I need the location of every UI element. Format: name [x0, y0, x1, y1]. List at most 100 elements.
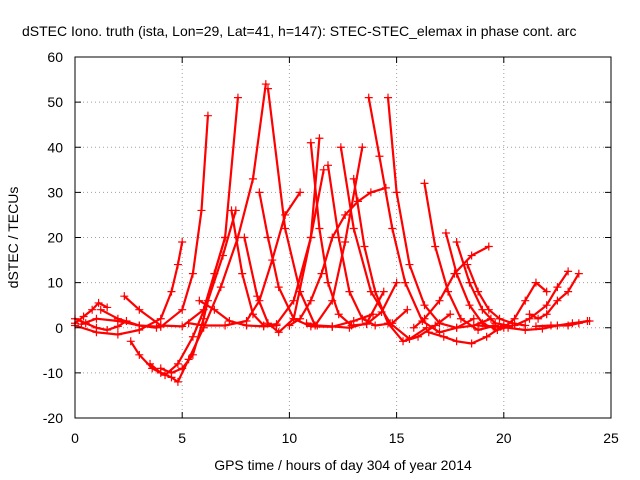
data-point	[439, 332, 448, 341]
axis-ticks	[74, 56, 612, 419]
data-point	[197, 206, 206, 215]
data-point	[531, 322, 540, 331]
series-22	[384, 93, 495, 332]
data-series	[71, 80, 594, 386]
data-point	[221, 321, 230, 330]
data-point	[296, 314, 305, 323]
series-line	[99, 114, 209, 328]
data-point	[221, 233, 230, 242]
data-point	[92, 314, 101, 323]
data-point	[521, 296, 530, 305]
data-point	[499, 323, 508, 332]
data-point	[465, 278, 474, 287]
data-point	[178, 364, 187, 373]
data-point	[431, 242, 440, 251]
data-point	[474, 287, 483, 296]
data-point	[384, 319, 393, 328]
x-axis-label: GPS time / hours of day 304 of year 2014	[214, 457, 472, 473]
x-tick-label: 15	[389, 430, 405, 446]
series-17	[306, 138, 401, 330]
data-point	[384, 93, 393, 102]
data-point	[135, 350, 144, 359]
data-point	[135, 321, 144, 330]
series-6	[126, 206, 240, 380]
data-point	[399, 337, 408, 346]
data-point	[120, 292, 129, 301]
data-point	[306, 296, 315, 305]
data-point	[210, 269, 219, 278]
data-point	[564, 267, 573, 276]
series-line	[258, 191, 375, 328]
data-point	[272, 320, 281, 329]
data-point	[465, 301, 474, 310]
series-31	[510, 267, 573, 330]
data-point	[199, 314, 208, 323]
data-point	[484, 242, 493, 251]
series-line	[427, 324, 505, 345]
data-point	[167, 287, 176, 296]
chart-title: dSTEC Iono. truth (ista, Lon=29, Lat=41,…	[22, 23, 576, 39]
data-point	[92, 328, 101, 337]
data-point	[484, 305, 493, 314]
data-point	[510, 321, 519, 330]
x-tick-label: 0	[71, 430, 79, 446]
data-point	[178, 238, 187, 247]
data-point	[574, 269, 583, 278]
data-point	[531, 278, 540, 287]
data-point	[392, 278, 401, 287]
data-point	[463, 260, 472, 269]
data-point	[542, 310, 551, 319]
series-11	[227, 165, 328, 330]
data-point	[173, 260, 182, 269]
data-point	[188, 269, 197, 278]
series-5	[120, 93, 242, 331]
data-point	[103, 303, 112, 312]
data-point	[371, 287, 380, 296]
data-point	[263, 84, 272, 93]
data-point	[525, 310, 534, 319]
data-point	[334, 310, 343, 319]
series-line	[309, 141, 398, 327]
data-point	[420, 314, 429, 323]
data-point	[156, 321, 165, 330]
data-point	[534, 314, 543, 323]
data-point	[336, 143, 345, 152]
y-tick-label: 40	[47, 139, 63, 155]
data-point	[446, 310, 455, 319]
series-25	[441, 228, 517, 335]
series-line	[444, 231, 514, 332]
data-point	[156, 314, 165, 323]
data-point	[263, 233, 272, 242]
data-point	[263, 319, 272, 328]
data-point	[195, 296, 204, 305]
data-point	[302, 319, 311, 328]
data-point	[452, 269, 461, 278]
data-point	[360, 242, 369, 251]
series-line	[412, 245, 490, 329]
data-point	[240, 233, 249, 242]
x-tick-labels: 0 5 10 15 20 25	[71, 430, 619, 446]
data-point	[253, 292, 262, 301]
x-tick-label: 10	[282, 430, 298, 446]
series-line	[129, 209, 237, 377]
data-point	[467, 251, 476, 260]
data-point	[188, 350, 197, 359]
y-tick-label: -20	[43, 410, 63, 426]
data-point	[296, 287, 305, 296]
data-point	[167, 368, 176, 377]
y-tick-label: 0	[55, 320, 63, 336]
data-point	[317, 269, 326, 278]
data-point	[173, 359, 182, 368]
data-point	[306, 138, 315, 147]
data-point	[574, 319, 583, 328]
data-point	[542, 287, 551, 296]
data-point	[94, 298, 103, 307]
data-point	[424, 328, 433, 337]
data-point	[358, 143, 367, 152]
data-point	[242, 316, 251, 325]
data-point	[323, 278, 332, 287]
data-point	[216, 283, 225, 292]
data-point	[388, 224, 397, 233]
data-point	[349, 174, 358, 183]
data-point	[510, 314, 519, 323]
